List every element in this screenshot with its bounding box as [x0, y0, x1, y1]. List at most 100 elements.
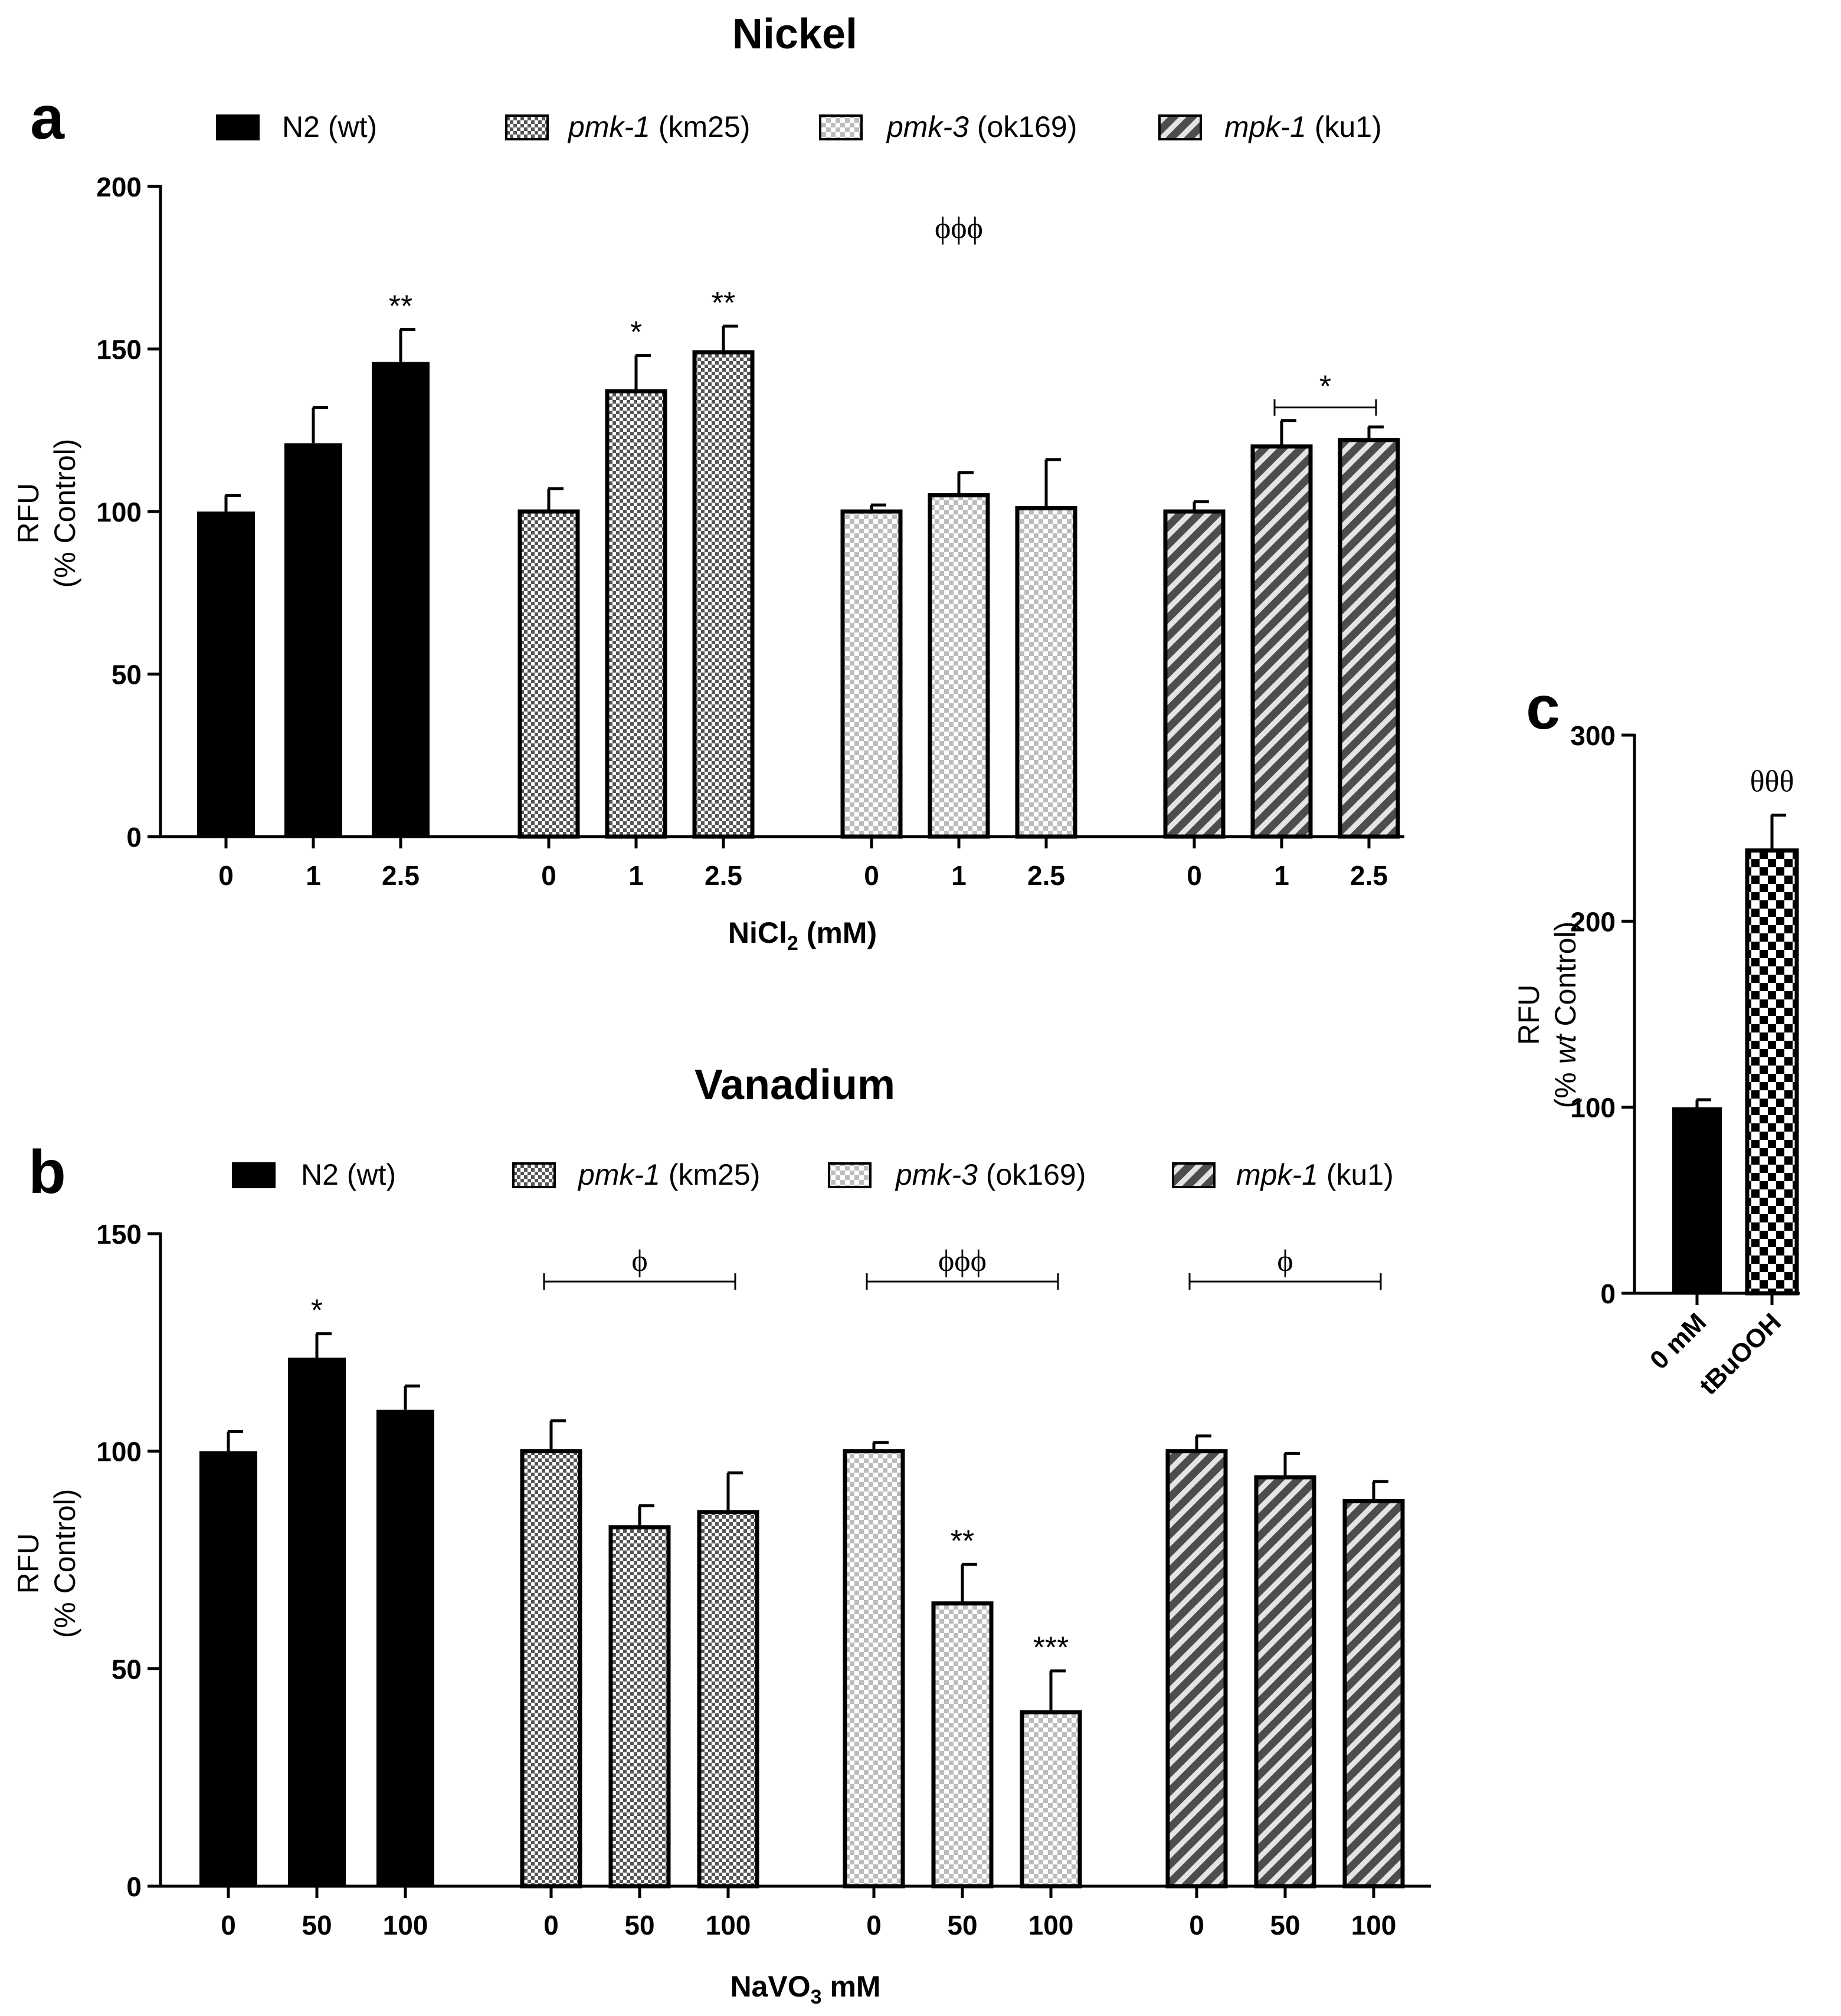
bar — [608, 1525, 671, 1889]
bar — [1342, 1499, 1405, 1889]
bar — [1338, 438, 1400, 839]
y-tick-label: 300 — [1570, 720, 1616, 751]
y-tick-label: 100 — [96, 1437, 142, 1467]
y-tick-label: 100 — [96, 497, 142, 527]
bar — [376, 1409, 434, 1886]
panel-b-title: Vanadium — [695, 1061, 895, 1109]
x-axis-label: NiCl2 (mM) — [728, 916, 877, 955]
x-tick-label: 0 — [221, 1910, 236, 1940]
bar — [1672, 1107, 1722, 1293]
bar — [1165, 1449, 1228, 1889]
y-axis-label-line1: RFU — [1512, 985, 1545, 1045]
bar — [284, 443, 342, 837]
x-tick-label: 0 — [543, 1910, 559, 1940]
x-tick-label: 0 — [1189, 1910, 1204, 1940]
bar — [1745, 848, 1799, 1296]
significance-label: *** — [1033, 1631, 1069, 1665]
legend: N2 (wt) pmk-1 (km25) pmk-3 (ok169) mpk-1… — [216, 110, 1382, 143]
bar — [372, 362, 430, 837]
significance-label: ** — [951, 1524, 974, 1558]
significance-label: ** — [712, 286, 735, 320]
x-tick-label: 0 mM — [1645, 1307, 1712, 1375]
bar — [1254, 1475, 1316, 1889]
bar — [1163, 509, 1226, 839]
bar — [199, 1451, 257, 1886]
bar — [843, 1449, 905, 1889]
x-tick-label: 1 — [306, 860, 321, 891]
bar — [697, 1510, 759, 1889]
legend-item: N2 (wt) — [232, 1158, 396, 1191]
bar — [288, 1358, 346, 1886]
x-tick-label: 100 — [1351, 1910, 1397, 1940]
y-axis-label-line1: RFU — [12, 1533, 45, 1594]
y-tick-label: 0 — [126, 1871, 142, 1902]
legend-label: pmk-1 (km25) — [577, 1158, 760, 1191]
bar — [605, 389, 667, 839]
x-axis-label: NaVO3 mM — [730, 1970, 880, 2008]
bar — [517, 509, 580, 839]
panel-a: Nickel a N2 (wt) pmk-1 (km25) pmk-3 (ok1… — [12, 11, 1404, 955]
x-tick-label: 50 — [1270, 1910, 1300, 1940]
bar — [1020, 1710, 1082, 1889]
panel-c: c RFU (% wt Control) 0 100 200 300 0 mMtBuOO… — [1512, 674, 1800, 1401]
x-tick-label: 100 — [1028, 1910, 1074, 1940]
plot-area: 0 50 100 150 0 * 50 100 0 50 100 0 ** 50 *** 100 0 50 100 ϕ… — [96, 1219, 1431, 1940]
legend-label: pmk-3 (ok169) — [886, 110, 1077, 143]
x-tick-label: 50 — [624, 1910, 654, 1940]
legend-item: mpk-1 (ku1) — [1158, 110, 1382, 143]
legend-label: N2 (wt) — [282, 110, 377, 143]
panel-a-title: Nickel — [732, 11, 857, 58]
y-tick-label: 50 — [112, 660, 142, 690]
y-tick-label: 0 — [1600, 1279, 1616, 1309]
significance-label: ϕϕϕ — [938, 1244, 987, 1278]
legend-item: pmk-1 (km25) — [512, 1158, 760, 1191]
legend-swatch — [1158, 114, 1202, 140]
legend-label: pmk-1 (km25) — [567, 110, 750, 143]
bar — [931, 1601, 994, 1889]
x-tick-label: 0 — [541, 860, 556, 891]
significance-label: ϕϕϕ — [935, 212, 983, 245]
y-axis-label-line2: (% Control) — [48, 1489, 81, 1638]
legend-swatch — [819, 114, 863, 140]
y-axis-label: RFU (% wt Control) — [1512, 922, 1582, 1109]
y-axis-label-line2: (% Control) — [48, 439, 81, 588]
panel-b-letter: b — [28, 1138, 66, 1207]
x-tick-label: 0 — [864, 860, 879, 891]
x-tick-label: 2.5 — [1027, 860, 1065, 891]
legend-label: mpk-1 (ku1) — [1224, 110, 1382, 143]
bar — [197, 512, 255, 837]
legend-swatch — [1172, 1162, 1216, 1188]
x-tick-label: 1 — [951, 860, 967, 891]
bar — [1015, 506, 1077, 839]
x-tick-label: 0 — [1187, 860, 1202, 891]
legend-item: mpk-1 (ku1) — [1172, 1158, 1394, 1191]
x-tick-label: 100 — [706, 1910, 751, 1940]
plot-area: 0 50 100 150 200 0 1 ** 2.5 0 * 1 ** 2.5 0 1 2.5 0 1 2.5 ϕϕϕ… — [96, 172, 1404, 891]
significance-label: * — [311, 1294, 323, 1328]
panel-b: Vanadium b N2 (wt) pmk-1 (km25) pmk-3 (o… — [12, 1061, 1431, 2008]
x-tick-label: 2.5 — [382, 860, 420, 891]
bar — [840, 509, 903, 839]
x-tick-label: 1 — [1274, 860, 1289, 891]
significance-label: θθθ — [1750, 765, 1794, 799]
legend-swatch — [216, 114, 260, 140]
x-tick-label: 50 — [947, 1910, 977, 1940]
y-axis-label: RFU (% Control) — [12, 439, 81, 588]
legend-swatch — [512, 1162, 556, 1188]
x-tick-label: 0 — [218, 860, 234, 891]
legend-item: pmk-3 (ok169) — [828, 1158, 1086, 1191]
significance-label: * — [630, 316, 642, 350]
x-tick-label: 100 — [383, 1910, 428, 1940]
panel-c-letter: c — [1526, 674, 1560, 742]
legend-swatch — [505, 114, 549, 140]
legend-swatch — [828, 1162, 872, 1188]
y-tick-label: 0 — [126, 822, 142, 853]
x-tick-label: tBuOOH — [1694, 1307, 1787, 1400]
y-axis-label-line2: (% wt Control) — [1549, 922, 1582, 1109]
x-tick-label: 0 — [866, 1910, 882, 1940]
panel-a-letter: a — [30, 84, 65, 152]
x-tick-label: 2.5 — [705, 860, 742, 891]
legend-item: pmk-1 (km25) — [505, 110, 750, 143]
y-axis-label-line1: RFU — [12, 483, 45, 544]
